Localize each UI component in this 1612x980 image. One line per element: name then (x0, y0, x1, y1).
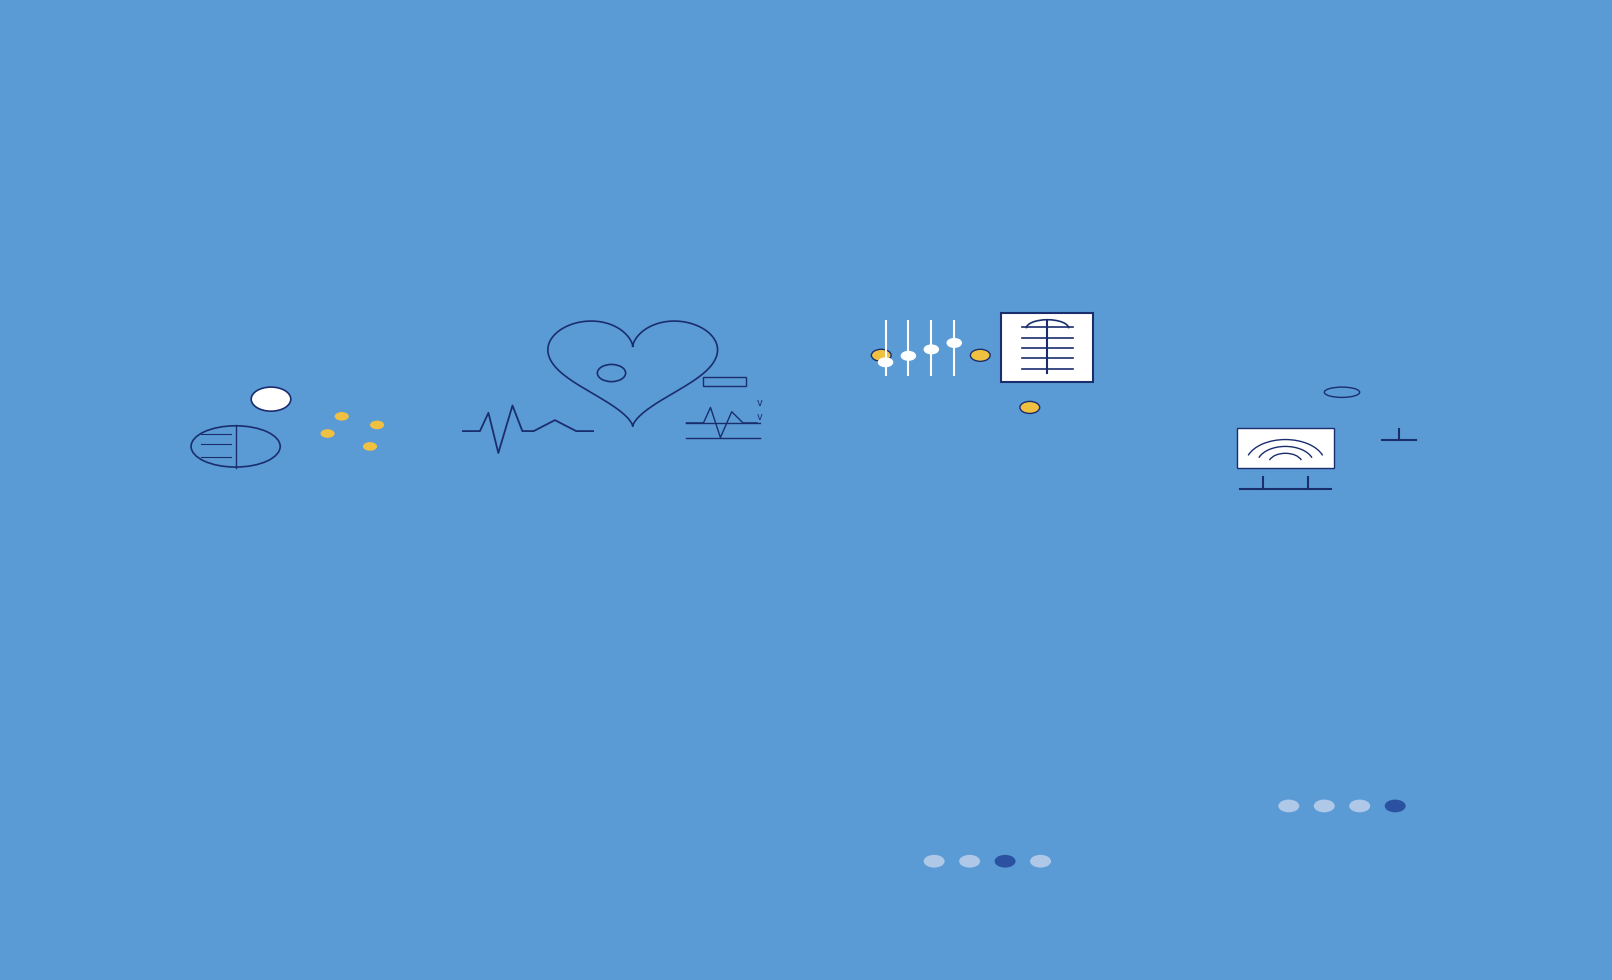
Polygon shape (548, 321, 717, 426)
Circle shape (321, 800, 342, 812)
Ellipse shape (1325, 387, 1359, 398)
Text: Tomography: Tomography (916, 572, 1059, 592)
Circle shape (335, 412, 348, 420)
Circle shape (959, 855, 980, 867)
Bar (1328, 386, 1412, 399)
Text: Lorem ipsum dolor sit dim
amet, mea regione diamet
principes at.: Lorem ipsum dolor sit dim amet, mea regi… (890, 682, 1085, 744)
Circle shape (1385, 800, 1406, 812)
Circle shape (1394, 370, 1446, 402)
Circle shape (214, 800, 235, 812)
Circle shape (598, 365, 625, 381)
Circle shape (872, 349, 891, 362)
Text: Lorem ipsum dolor sit dim
amet, mea regione diamet
principes at.: Lorem ipsum dolor sit dim amet, mea regi… (535, 682, 730, 744)
Circle shape (604, 855, 625, 867)
Circle shape (1020, 402, 1040, 414)
Circle shape (640, 855, 661, 867)
Bar (1238, 427, 1333, 467)
Bar (1001, 313, 1093, 381)
FancyBboxPatch shape (121, 157, 435, 862)
Circle shape (901, 352, 916, 360)
Circle shape (1030, 855, 1051, 867)
Circle shape (924, 855, 945, 867)
Circle shape (948, 339, 961, 347)
Text: GRAPHICS: GRAPHICS (411, 11, 796, 77)
Bar (675, 381, 774, 467)
FancyBboxPatch shape (476, 59, 790, 931)
Ellipse shape (305, 414, 406, 462)
FancyBboxPatch shape (830, 59, 1145, 931)
Circle shape (914, 397, 948, 417)
Text: Ultrasound: Ultrasound (1277, 570, 1407, 590)
Text: INFO: INFO (126, 11, 308, 77)
Circle shape (675, 855, 696, 867)
Text: Lorem ipsum dolor sit dim
amet, mea regione diamet
principes at.: Lorem ipsum dolor sit dim amet, mea regi… (1244, 655, 1440, 717)
Circle shape (1349, 800, 1370, 812)
Circle shape (1314, 800, 1335, 812)
Circle shape (879, 358, 893, 367)
Circle shape (232, 379, 311, 427)
Bar (1012, 318, 1104, 387)
Bar (179, 416, 292, 476)
Text: v: v (758, 398, 762, 408)
Circle shape (285, 800, 306, 812)
Circle shape (250, 800, 271, 812)
Text: Lorem ipsum dolor sit dim
amet, mea regione diamet
principes at.: Lorem ipsum dolor sit dim amet, mea regi… (181, 655, 376, 717)
Circle shape (321, 429, 335, 438)
Bar (1228, 420, 1343, 476)
Text: v: v (758, 413, 762, 422)
Circle shape (27, 810, 69, 836)
Bar (1349, 382, 1448, 429)
Ellipse shape (192, 425, 280, 467)
Text: Brain Scanning: Brain Scanning (189, 570, 368, 590)
Circle shape (251, 387, 290, 412)
Circle shape (970, 349, 990, 362)
Circle shape (363, 442, 377, 451)
Circle shape (371, 420, 384, 429)
Bar (448, 395, 604, 467)
Circle shape (924, 345, 938, 354)
Bar (459, 402, 593, 458)
Circle shape (569, 855, 590, 867)
Bar (703, 377, 746, 386)
Text: Echocardiography: Echocardiography (527, 572, 738, 592)
Polygon shape (166, 356, 390, 399)
Circle shape (995, 855, 1016, 867)
Circle shape (1551, 810, 1593, 836)
Circle shape (1278, 800, 1299, 812)
FancyBboxPatch shape (1185, 157, 1499, 862)
